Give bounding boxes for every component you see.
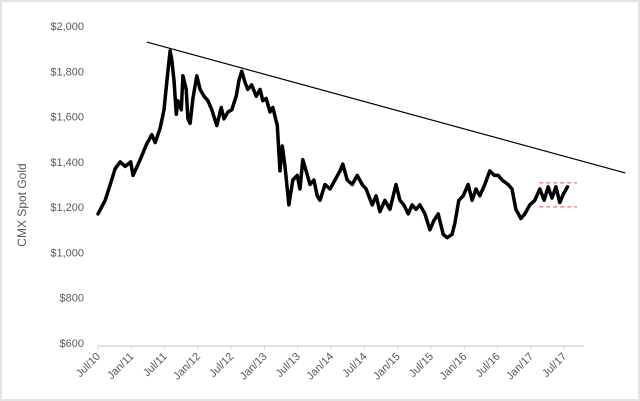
x-tick-label: Jul/13 [274,351,303,380]
y-tick-label: $1,400 [50,157,84,169]
x-tick-label: Jan/15 [371,351,403,383]
y-tick-label: $1,200 [50,202,84,214]
series-line-gold-price [96,49,570,240]
x-tick-label: Jul/11 [141,351,170,380]
resistance-trendline [146,41,626,174]
x-tick-label: Jul/17 [540,351,569,380]
y-axis-label: CMX Spot Gold [15,163,29,246]
annotations-group [146,41,626,208]
x-tick-label: Jul/15 [407,351,436,380]
y-tick-label: $1,800 [50,66,84,78]
x-axis-ticks: Jul/10 Jan/11 Jul/11 Jan/12 Jul/12 Jan/13 Jul/… [74,346,569,382]
x-tick-label: Jul/12 [207,351,236,380]
x-tick-label: Jul/10 [74,351,103,380]
series-group [96,49,570,240]
x-tick-label: Jan/13 [238,351,270,383]
x-tick-label: Jan/16 [438,351,470,383]
x-tick-label: Jul/14 [340,351,369,380]
x-tick-label: Jul/16 [473,351,502,380]
y-tick-label: $1,600 [50,112,84,124]
x-tick-label: Jan/17 [504,351,536,383]
y-tick-label: $800 [60,293,84,305]
x-tick-label: Jan/12 [171,351,203,383]
y-tick-label: $1,000 [50,247,84,259]
y-axis-ticks: $600 $800 $1,000 $1,200 $1,400 $1,600 $1,800 $2… [50,21,84,350]
y-tick-label: $2,000 [50,21,84,33]
y-tick-label: $600 [60,338,84,350]
x-tick-label: Jan/11 [105,351,136,382]
x-tick-label: Jan/14 [304,351,336,383]
